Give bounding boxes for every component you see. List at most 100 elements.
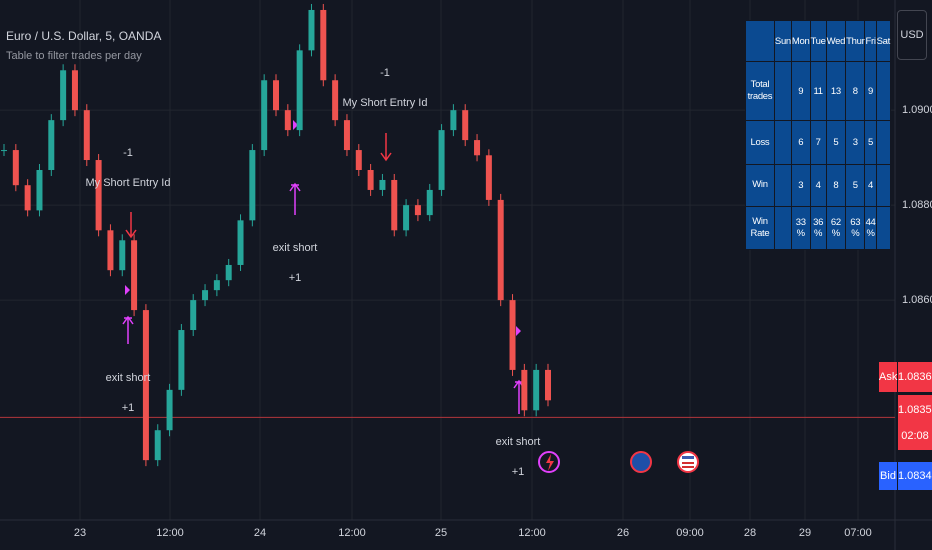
candle [249,150,256,221]
candle [521,369,528,411]
time-tick-label: 26 [617,527,629,539]
candle [320,9,327,81]
candle [450,110,457,131]
candle [379,179,386,190]
table-cell [876,62,890,121]
candle [12,150,19,186]
candle [71,70,78,111]
candle [332,80,339,121]
table-cell: 11 [810,62,826,121]
candle [462,110,469,141]
bid-price: 1.08345 [898,462,932,490]
table-cell: 3 [846,121,865,164]
table-cell: 6 [791,121,810,164]
table-cell: 9 [791,62,810,121]
table-header-cell: Thur [846,21,865,62]
table-cell: 62 % [826,206,846,249]
table-cell: 63 % [846,206,865,249]
table-header-cell: Fri [865,21,876,62]
candle [485,155,492,200]
table-cell: 9 [865,62,876,121]
table-cell: 44 % [865,206,876,249]
annotation: -1 [123,147,133,159]
table-row: Total trades 9 11 13 8 9 [746,62,890,121]
table-cell: 36 % [810,206,826,249]
price-tick-label: 1.08600 [902,294,932,306]
candle [36,170,43,211]
candle [60,70,67,121]
time-tick-label: 12:00 [156,527,184,539]
table-cell: 5 [865,121,876,164]
candle [142,310,149,461]
table-cell: 5 [846,164,865,206]
table-cell [876,121,890,164]
candle [237,220,244,265]
annotation: exit short [496,436,541,448]
table-row: Win Rate 33 % 36 % 62 % 63 % 44 % [746,206,890,249]
time-tick-label: 28 [744,527,756,539]
time-tick-label: 07:00 [844,527,872,539]
table-cell: 8 [826,164,846,206]
event-icon-bolt [546,454,554,471]
countdown: 02:08 [898,425,932,450]
table-header-cell: Sun [774,21,791,62]
time-tick-label: 24 [254,527,266,539]
time-tick-label: 12:00 [518,527,546,539]
table-header-cell: Sat [876,21,890,62]
table-row-label: Win Rate [746,206,774,249]
candle [355,150,362,170]
flag-stripe [682,466,694,468]
currency-button[interactable]: USD [897,10,927,60]
annotation: +1 [289,272,302,284]
candle [403,205,410,231]
annotation: My Short Entry Id [343,97,428,109]
table-cell: 3 [791,164,810,206]
candle [426,189,433,216]
candle [178,330,185,390]
legend: Euro / U.S. Dollar, 5, OANDA Table to fi… [6,26,161,66]
candle [391,179,398,231]
table-cell [774,164,791,206]
time-tick-label: 23 [74,527,86,539]
candle [107,230,114,271]
table-cell [774,121,791,164]
time-tick-label: 09:00 [676,527,704,539]
candle [24,185,31,211]
table-cell [876,164,890,206]
price-tick-label: 1.08800 [902,199,932,211]
table-header-cell: Wed [826,21,845,62]
candle [545,369,551,401]
candle [225,264,232,281]
price-tick-label: 1.09000 [902,104,932,116]
candle [213,280,220,291]
flag-stripe [682,456,694,459]
candle [497,199,504,301]
candle [119,240,126,271]
annotation: exit short [106,372,151,384]
table-row: Win 3 4 8 5 4 [746,164,890,206]
event-icon [630,451,652,473]
table-cell: 4 [810,164,826,206]
indicator-name: Table to filter trades per day [6,50,142,62]
event-icons [538,451,699,473]
candle [414,205,421,216]
table-cell: 7 [810,121,826,164]
table-row-label: Win [746,164,774,206]
table-cell [876,206,890,249]
candle [166,389,173,431]
table-cell: 33 % [791,206,810,249]
candle [131,240,138,311]
entry-flag [125,120,521,336]
bid-tag: Bid [879,462,897,490]
annotation: My Short Entry Id [86,177,171,189]
annotation: +1 [512,466,525,478]
candle [261,80,268,151]
time-tick-label: 29 [799,527,811,539]
candle [367,170,374,190]
exit-arrow [289,182,301,215]
ask-tag: Ask [879,362,897,392]
entry-arrow [125,212,137,239]
table-corner [746,21,774,62]
